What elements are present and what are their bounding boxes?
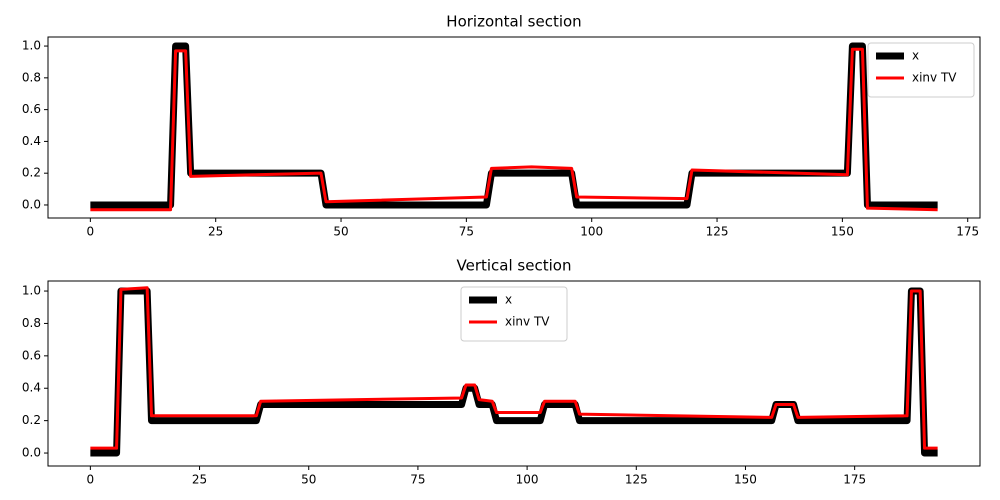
series-line bbox=[90, 287, 938, 457]
y-tick-label: 0.4 bbox=[22, 381, 41, 395]
y-tick-label: 0.0 bbox=[22, 446, 41, 460]
y-tick-label: 0.6 bbox=[22, 348, 41, 362]
x-tick-label: 75 bbox=[459, 225, 474, 239]
x-tick-label: 100 bbox=[516, 473, 539, 487]
x-tick-label: 25 bbox=[192, 473, 207, 487]
x-tick-label: 0 bbox=[87, 473, 95, 487]
x-tick-label: 50 bbox=[333, 225, 348, 239]
axes-frame bbox=[47, 280, 981, 467]
y-tick-label: 0.8 bbox=[22, 70, 41, 84]
x-tick-label: 125 bbox=[625, 473, 648, 487]
y-tick-label: 0.2 bbox=[22, 413, 41, 427]
y-tick-label: 0.6 bbox=[22, 102, 41, 116]
x-tick-label: 100 bbox=[580, 225, 603, 239]
x-tick-label: 150 bbox=[831, 225, 854, 239]
x-tick-label: 175 bbox=[956, 225, 979, 239]
legend-label: x bbox=[912, 49, 919, 63]
x-tick-label: 175 bbox=[843, 473, 866, 487]
y-tick-label: 1.0 bbox=[22, 39, 41, 53]
x-tick-label: 75 bbox=[410, 473, 425, 487]
legend-label: xinv TV bbox=[505, 315, 550, 329]
axes-frame bbox=[47, 36, 981, 219]
x-tick-label: 125 bbox=[706, 225, 729, 239]
x-tick-label: 0 bbox=[87, 225, 95, 239]
x-tick-label: 150 bbox=[734, 473, 757, 487]
chart-title: Horizontal section bbox=[446, 13, 581, 31]
series-line bbox=[90, 47, 938, 212]
y-tick-label: 0.8 bbox=[22, 316, 41, 330]
chart-title: Vertical section bbox=[457, 257, 572, 275]
y-tick-label: 0.4 bbox=[22, 134, 41, 148]
series-line bbox=[90, 286, 938, 450]
series-line bbox=[90, 42, 938, 209]
legend-label: xinv TV bbox=[912, 71, 957, 85]
legend-label: x bbox=[505, 293, 512, 307]
x-tick-label: 25 bbox=[208, 225, 223, 239]
x-tick-label: 50 bbox=[301, 473, 316, 487]
y-tick-label: 0.0 bbox=[22, 197, 41, 211]
y-tick-label: 0.2 bbox=[22, 166, 41, 180]
y-tick-label: 1.0 bbox=[22, 284, 41, 298]
